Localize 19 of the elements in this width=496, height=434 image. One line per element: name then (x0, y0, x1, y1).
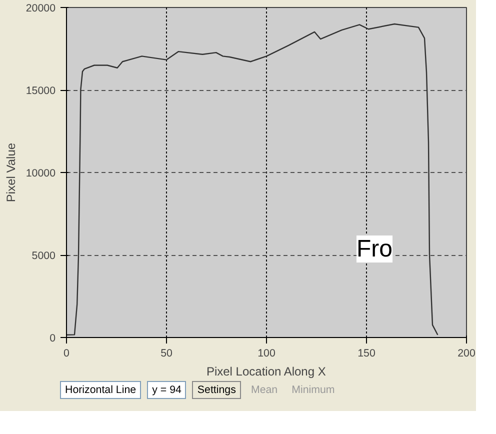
y-axis-title: Pixel Value (4, 142, 18, 202)
text: Minimum (290, 383, 336, 398)
x-axis-title: Pixel Location Along X (206, 364, 326, 378)
y-tick-label: 5000 (32, 250, 56, 262)
line-series (66, 23, 438, 336)
x-tick-label: 50 (160, 348, 172, 360)
text: y = 94 (147, 381, 186, 399)
y-tick-label: 15000 (26, 85, 56, 97)
x-tick-label: 150 (358, 348, 376, 360)
x-tick-label: 0 (64, 348, 70, 360)
x-tick-label: 100 (258, 348, 276, 360)
x-tick-label: 200 (458, 348, 476, 360)
y-tick-label: 10000 (26, 168, 56, 180)
y-tick-label: 20000 (26, 2, 56, 14)
text: Horizontal Line (60, 381, 142, 399)
text: Mean (250, 383, 279, 398)
text: Settings (192, 381, 241, 399)
annotation: Fro (356, 236, 392, 262)
y-tick-label: 0 (50, 332, 56, 344)
